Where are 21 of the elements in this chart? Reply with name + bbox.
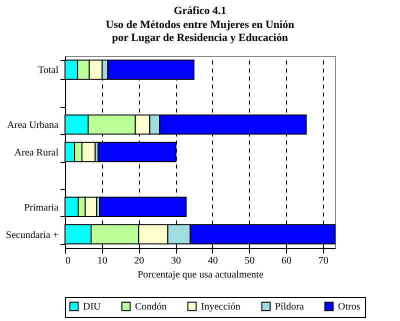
chart-subtitle: Uso de Métodos entre Mujeres en Unión por Lugar de Residencia y Educación — [106, 19, 294, 44]
legend-label: Inyección — [201, 301, 240, 312]
y-tick-label: Area Urbana — [7, 120, 60, 132]
legend-label: Condón — [135, 301, 167, 312]
y-tick-label: Secundaria + — [6, 230, 59, 241]
x-tick-label: 20 — [134, 256, 144, 266]
x-tick-label: 50 — [244, 256, 255, 266]
x-tick-label: 60 — [282, 256, 292, 266]
legend-label: DIU — [83, 301, 102, 312]
x-tick-label: 0 — [66, 256, 70, 266]
x-axis-title: Porcentaje que usa actualmente — [138, 270, 264, 280]
y-tick-label: Area Rural — [14, 148, 59, 158]
y-tick-label: Total — [38, 65, 59, 76]
legend-label: Píldora — [275, 301, 304, 312]
x-tick-label: 30 — [171, 256, 182, 266]
x-tick-label: 40 — [208, 256, 218, 266]
x-tick-label: 10 — [97, 256, 108, 266]
chart-title: Gráfico 4.1 — [174, 5, 226, 17]
x-tick-label: 70 — [318, 256, 328, 266]
legend-label: Otros — [338, 301, 360, 312]
y-tick-label: Primaria — [24, 202, 60, 214]
